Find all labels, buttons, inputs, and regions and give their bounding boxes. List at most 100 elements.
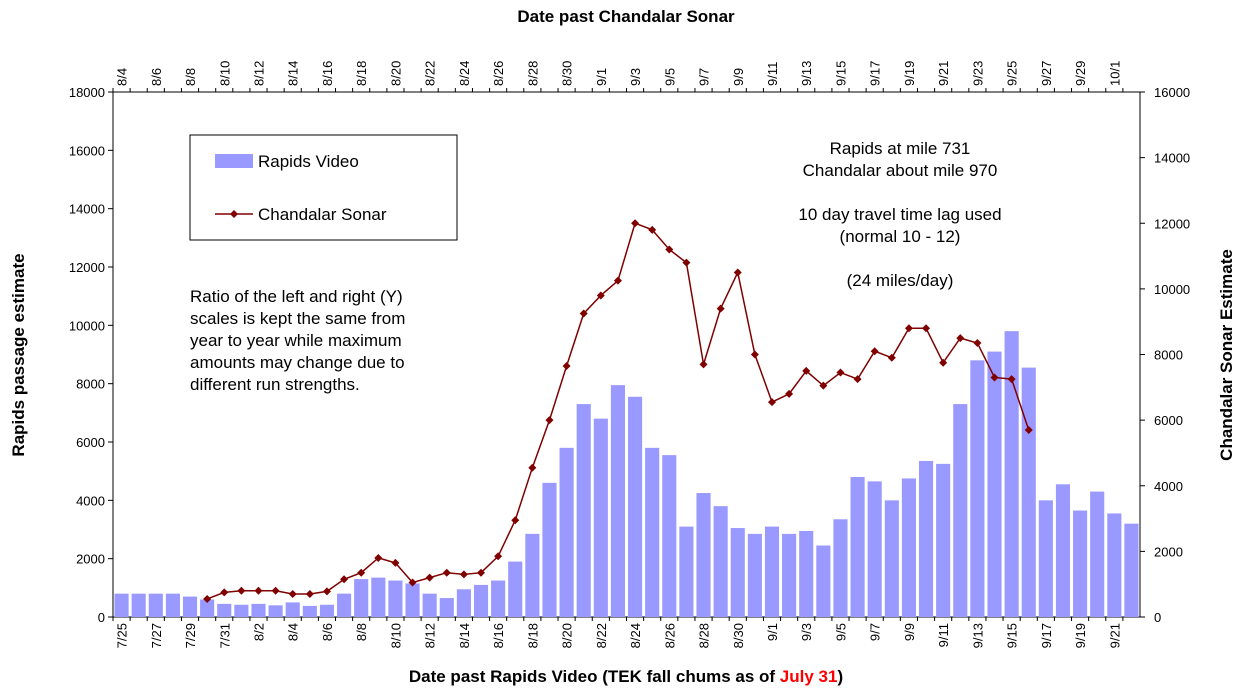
line-marker: [904, 324, 913, 333]
top-tick-label: 8/30: [560, 61, 575, 86]
top-tick-label: 8/16: [320, 61, 335, 86]
line-marker: [1024, 425, 1033, 434]
x-tick-label: 9/13: [970, 623, 985, 648]
top-tick-label: 9/9: [731, 68, 746, 86]
x-tick-label: 9/1: [765, 623, 780, 641]
bar: [918, 460, 934, 617]
bar: [662, 455, 677, 617]
y-tick-label: 16000: [69, 143, 105, 158]
x-tick-label: 8/8: [354, 623, 369, 641]
bar: [319, 604, 335, 617]
line-marker: [613, 276, 622, 285]
y2-tick-label: 4000: [1154, 479, 1183, 494]
line-marker: [459, 570, 468, 579]
x-tick-label: 8/14: [457, 623, 472, 648]
y-tick-label: 8000: [76, 377, 105, 392]
bar: [439, 598, 454, 617]
line-marker: [511, 516, 520, 525]
x-tick-label: 7/25: [115, 623, 130, 648]
top-tick-label: 9/3: [628, 68, 643, 86]
line-marker: [203, 594, 212, 603]
bar: [953, 404, 968, 617]
bar: [867, 481, 882, 617]
x-tick-label: 9/7: [868, 623, 883, 641]
x-tick-label: 7/29: [183, 623, 198, 648]
legend-swatch: [215, 154, 253, 168]
bar: [114, 593, 129, 617]
bar: [1073, 510, 1088, 617]
annotation: year to year while maximum: [190, 331, 402, 350]
top-tick-label: 8/6: [149, 68, 164, 86]
x-tick-label: 9/5: [833, 623, 848, 641]
bar: [302, 605, 317, 617]
top-tick-label: 8/10: [217, 61, 232, 86]
bar: [884, 500, 899, 617]
top-tick-label: 8/20: [388, 61, 403, 86]
line-marker: [494, 552, 503, 561]
x-tick-label: 8/4: [286, 623, 301, 641]
bar: [901, 478, 916, 617]
y-tick-label: 14000: [69, 202, 105, 217]
line-marker: [408, 578, 417, 587]
bar: [559, 447, 574, 617]
annotation: amounts may change due to: [190, 353, 405, 372]
bar: [747, 533, 762, 617]
line-marker: [562, 361, 571, 370]
line-marker: [990, 373, 999, 382]
line-marker: [802, 366, 811, 375]
bar: [987, 351, 1002, 617]
bar: [850, 477, 865, 617]
x-tick-label: 8/2: [251, 623, 266, 641]
bar: [628, 396, 643, 617]
x-tick-label: 8/6: [320, 623, 335, 641]
bar: [508, 561, 523, 617]
top-tick-label: 8/24: [457, 61, 472, 86]
line-marker: [631, 219, 640, 228]
y2-tick-label: 8000: [1154, 348, 1183, 363]
bar: [1124, 523, 1139, 617]
top-tick-label: 8/4: [115, 68, 130, 86]
line-marker: [220, 588, 229, 597]
line-marker: [699, 360, 708, 369]
bar: [970, 360, 985, 617]
line-marker: [819, 381, 828, 390]
bar: [816, 545, 831, 617]
x-tick-label: 8/26: [662, 623, 677, 648]
y2-tick-label: 10000: [1154, 282, 1190, 297]
bar: [217, 603, 232, 617]
bar: [1038, 500, 1053, 617]
line-marker: [322, 587, 331, 596]
y2-tick-label: 6000: [1154, 413, 1183, 428]
annotation: different run strengths.: [190, 375, 360, 394]
line-marker: [956, 334, 965, 343]
line-marker: [785, 389, 794, 398]
top-tick-label: 9/11: [765, 62, 780, 86]
bar: [200, 599, 215, 617]
x-tick-label: 8/28: [697, 623, 712, 648]
line-marker: [579, 309, 588, 318]
line-marker: [750, 350, 759, 359]
x-title-part: ): [837, 667, 843, 686]
x-tick-label: 8/22: [594, 623, 609, 648]
line-marker: [425, 573, 434, 582]
bar: [1004, 331, 1019, 617]
line-marker: [716, 304, 725, 313]
bar: [165, 593, 180, 617]
line-marker: [682, 258, 691, 267]
line-marker: [648, 225, 657, 234]
y-tick-label: 12000: [69, 260, 105, 275]
top-tick-label: 9/13: [799, 61, 814, 86]
top-tick-label: 8/8: [183, 68, 198, 86]
bar: [131, 593, 146, 617]
line-marker: [665, 245, 674, 254]
line-marker: [357, 568, 366, 577]
top-tick-label: 9/17: [868, 61, 883, 86]
x-tick-label: 7/31: [217, 623, 232, 648]
y-tick-label: 4000: [76, 493, 105, 508]
bar: [234, 604, 249, 617]
top-tick-label: 9/5: [662, 68, 677, 86]
bar: [337, 593, 352, 617]
annotation: (24 miles/day): [847, 271, 954, 290]
legend-label: Rapids Video: [258, 152, 359, 171]
x-title-highlight: July 31: [780, 667, 838, 686]
